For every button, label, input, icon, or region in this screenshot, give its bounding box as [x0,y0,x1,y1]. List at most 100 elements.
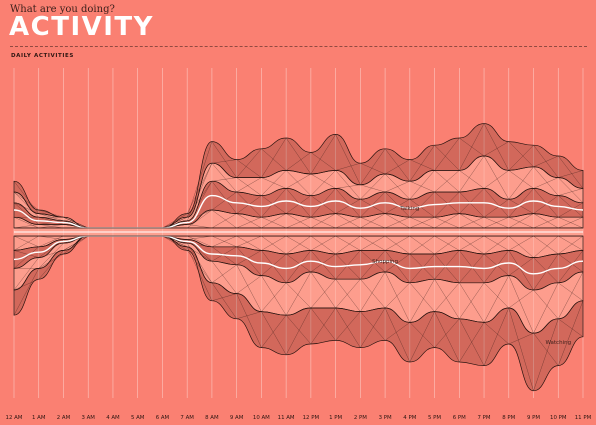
mesh-line [335,253,361,280]
mesh-line [236,177,262,196]
mesh-line [483,199,509,218]
series-labels: Talking Shopping Watching [372,206,571,346]
x-tick-label: 4 AM [106,415,120,421]
mesh-line [385,217,410,229]
mesh-line [533,253,559,291]
upper-stack [13,123,584,229]
mesh-line [162,235,188,251]
mesh-line [409,217,435,229]
mesh-line [409,311,435,363]
mesh-line [533,333,559,366]
mesh-line [38,243,64,269]
mesh-line [459,217,485,229]
mesh-line [211,191,237,211]
mesh-line [360,213,386,229]
mesh-line [236,213,262,229]
mesh-line [187,224,212,229]
mesh-line [285,307,312,355]
mesh-line [211,159,237,164]
mesh-line [335,279,361,309]
mesh-line [335,213,361,229]
mesh-line [558,235,584,255]
mesh-line [483,141,509,157]
mesh-line [558,202,584,218]
mesh-line [38,220,64,225]
x-tick-label: 11 AM [278,415,295,421]
x-tick-label: 2 AM [57,415,71,421]
mesh-line [558,170,584,178]
mesh-line [286,282,311,309]
x-tick-label: 5 AM [131,415,145,421]
mesh-line [335,235,361,255]
mesh-line [38,209,64,218]
mesh-line [13,191,39,211]
mesh-line [162,220,188,229]
mesh-line [384,148,410,182]
mesh-line [335,163,361,171]
mesh-line [384,322,410,341]
mesh-line [558,155,584,189]
mesh-line [558,318,584,337]
title-divider [10,46,587,47]
mesh-line [286,213,311,229]
mesh-line [236,177,262,193]
mesh-line [483,282,509,309]
mesh-line [384,213,410,229]
mesh-line [483,322,509,345]
mesh-line [459,322,485,363]
mesh-line [409,145,435,182]
mesh-line [13,268,39,316]
mesh-line [459,253,485,283]
mesh-line [384,253,410,273]
mesh-line [360,307,386,348]
mesh-line [211,246,237,262]
mesh-line [13,217,39,229]
mesh-line [310,235,336,255]
x-tick-label: 10 AM [253,415,270,421]
mesh-line [211,246,237,265]
mesh-line [558,253,584,273]
mesh-line [187,141,213,218]
mesh-line [459,235,485,251]
mesh-line [384,191,410,218]
mesh-line [310,253,336,273]
mesh-line [236,246,262,276]
mesh-line [434,217,460,229]
mesh-line [360,271,386,312]
mesh-line [360,184,386,193]
mesh-line [434,318,460,348]
page-subtitle: What are you doing? [10,4,115,15]
x-tick-label: 8 AM [205,415,219,421]
mesh-line [187,239,213,262]
mesh-line [360,173,386,200]
mesh-line [261,213,287,229]
mesh-line [384,173,410,200]
mesh-line [38,235,64,247]
mesh-line [236,217,262,229]
mesh-line [310,195,336,214]
mesh-line [236,311,262,319]
mesh-line [285,271,312,316]
mesh-line [261,311,287,355]
mesh-line [310,307,336,345]
mesh-line [335,235,361,251]
mesh-line [508,257,534,276]
mesh-line [533,145,559,178]
mesh-line [310,134,336,175]
mesh-line [261,137,287,178]
mesh-line [384,235,410,255]
mesh-line [533,217,559,229]
x-tick-label: 10 PM [550,415,567,421]
mesh-line [508,235,534,258]
mesh-line [187,181,213,218]
mesh-line [558,300,584,366]
mesh-line [211,141,237,178]
mesh-line [360,250,386,280]
mesh-line [434,279,460,319]
mesh-line [533,289,559,319]
mesh-line [38,224,64,229]
x-tick-label: 5 PM [428,415,441,421]
x-tick-label: 1 PM [329,415,342,421]
x-tick-label: 12 PM [303,415,320,421]
mesh-line [459,191,485,218]
